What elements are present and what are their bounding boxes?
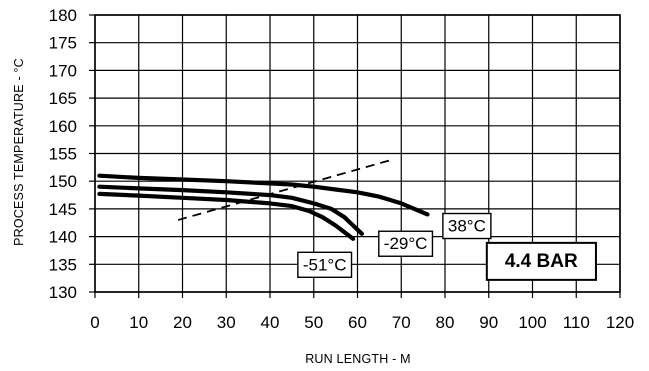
x-tick-label: 30	[217, 313, 236, 332]
series-label-box: -51°C	[297, 251, 353, 278]
label-box-frame	[297, 251, 353, 278]
label-box-frame	[378, 230, 434, 257]
x-tick-label: 110	[563, 313, 590, 332]
x-tick-label: 50	[304, 313, 323, 332]
y-tick-label: 165	[49, 89, 77, 108]
series-line	[97, 191, 356, 241]
pressure-box-frame	[485, 241, 597, 281]
pressure-label: 4.4 BAR	[505, 251, 578, 272]
series-line	[97, 173, 430, 217]
x-tick-label: 80	[436, 313, 455, 332]
label-box-frame	[442, 212, 492, 240]
x-tick-label: 90	[479, 313, 498, 332]
x-axis-title: RUN LENGTH - M	[305, 352, 411, 366]
y-tick-label: 175	[49, 34, 77, 53]
series-line	[97, 184, 364, 236]
series-lines	[97, 158, 430, 241]
x-tick-labels: 0 10 20 30 40 50 60 70 80 90 100 110 120	[90, 313, 634, 332]
grid	[89, 14, 621, 298]
y-tick-label: 130	[49, 283, 77, 302]
series-label-box: 38°C	[442, 212, 492, 240]
x-tick-label: 120	[606, 313, 634, 332]
x-tick-label: 100	[518, 313, 546, 332]
y-tick-label: 135	[49, 255, 77, 274]
y-tick-label: 160	[49, 117, 77, 136]
x-tick-label: 60	[348, 313, 367, 332]
y-tick-label: 140	[49, 228, 77, 247]
x-tick-label: 70	[392, 313, 411, 332]
pressure-label-box: 4.4 BAR	[485, 241, 597, 281]
x-tick-label: 20	[173, 313, 192, 332]
y-axis-title: PROCESS TEMPERATURE - °C	[12, 58, 26, 246]
x-tick-label: 0	[90, 313, 99, 332]
x-tick-label: 40	[261, 313, 280, 332]
series-label: 38°C	[448, 217, 486, 236]
series-label: -51°C	[303, 255, 347, 274]
y-tick-label: 145	[49, 200, 77, 219]
y-tick-label: 150	[49, 172, 77, 191]
y-tick-label: 155	[49, 145, 77, 164]
y-tick-labels: 130 135 140 145 150 155 160 165 170 175 180	[49, 6, 77, 302]
series-line-dashed	[177, 158, 393, 221]
series-label-box: -29°C	[378, 230, 434, 257]
y-tick-label: 180	[49, 6, 77, 25]
y-tick-label: 170	[49, 61, 77, 80]
series-label: -29°C	[384, 234, 428, 253]
x-tick-label: 10	[129, 313, 148, 332]
annotations: 38°C -29°C -51°C 4.4 BAR	[297, 212, 597, 281]
